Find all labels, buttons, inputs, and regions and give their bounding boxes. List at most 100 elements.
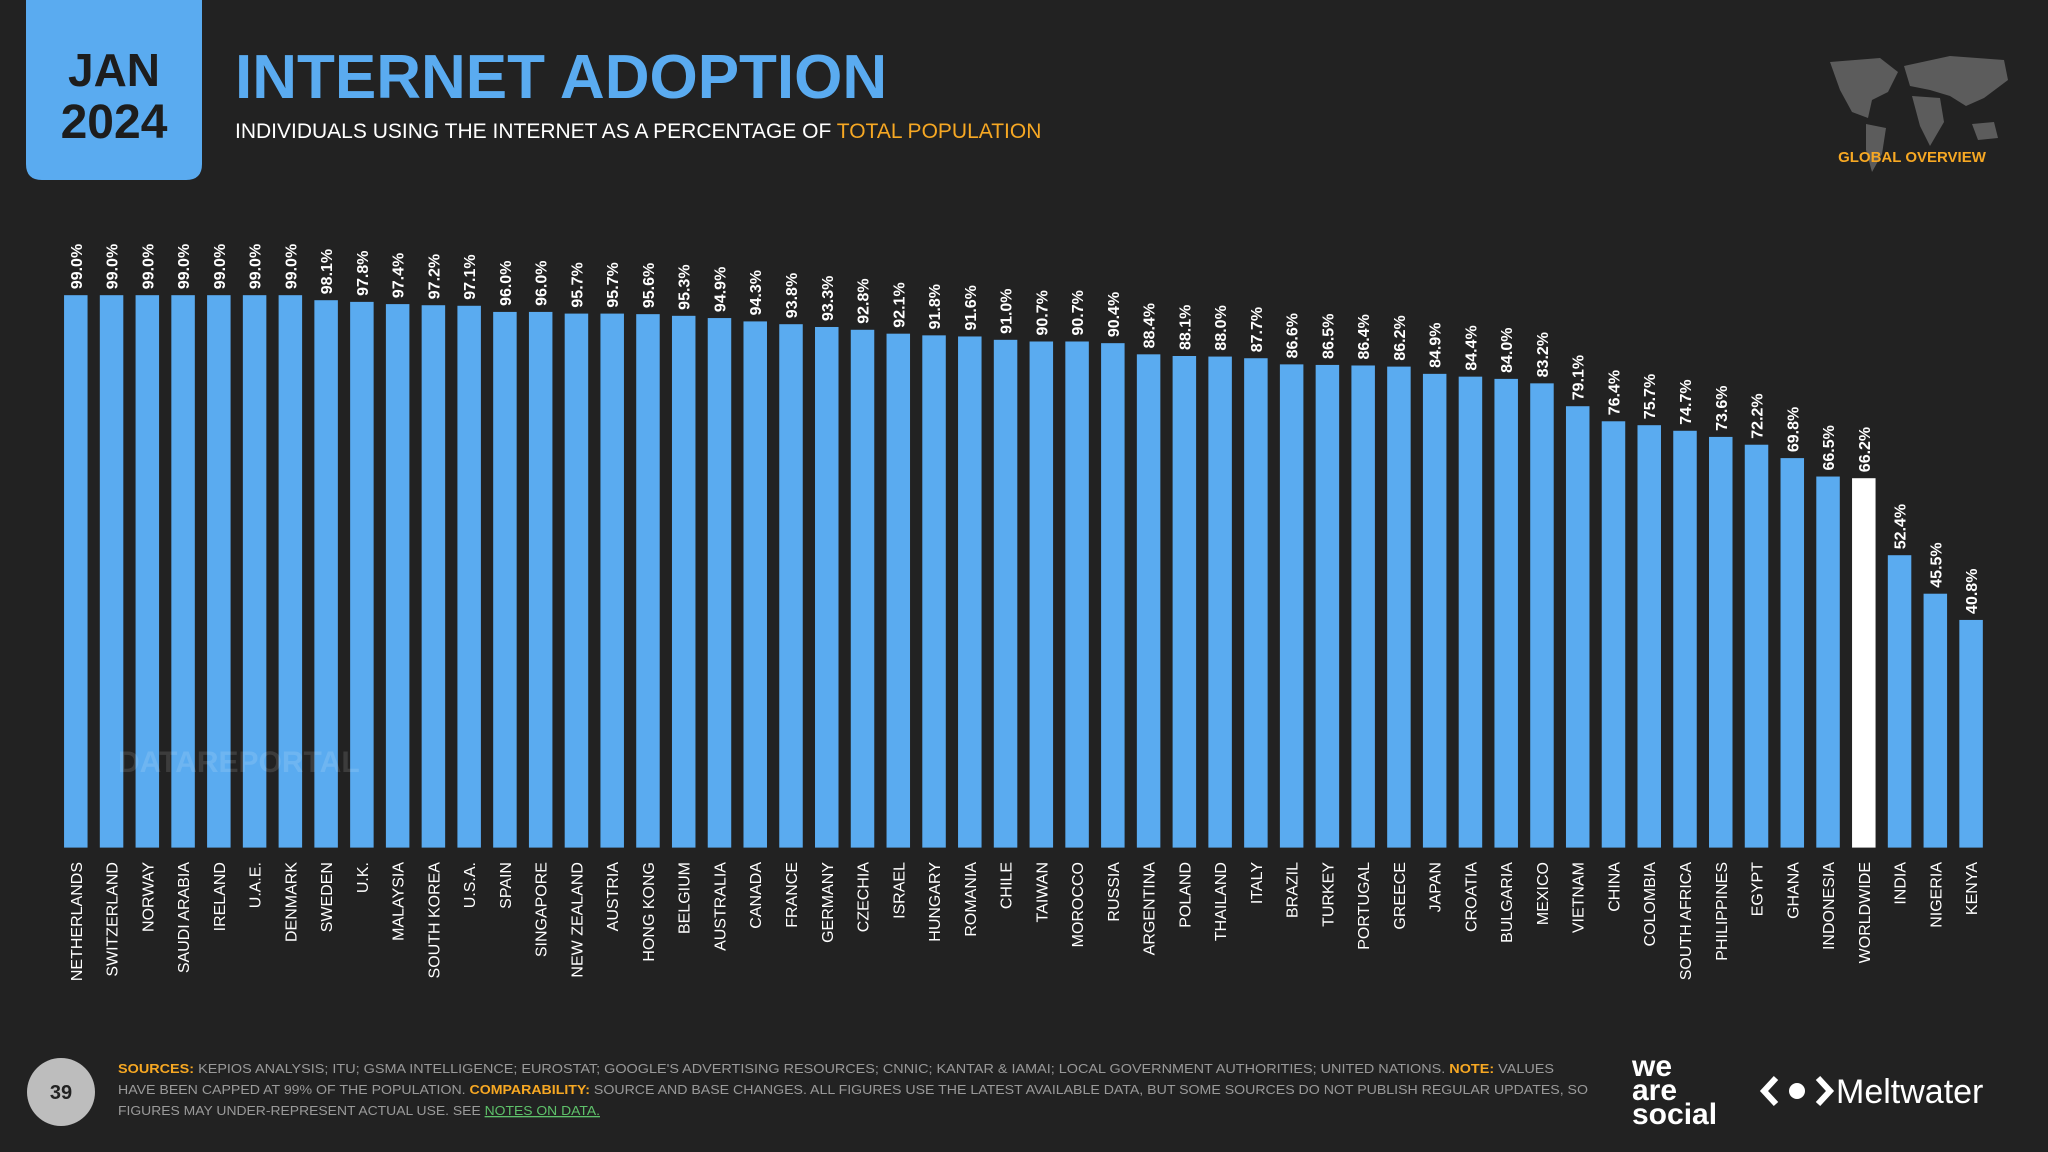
value-label: 84.0%	[1499, 328, 1516, 373]
category-label: EGYPT	[1750, 862, 1767, 916]
category-label: NETHERLANDS	[69, 862, 86, 981]
bar	[1673, 430, 1697, 848]
footnote-text: SOURCE AND BASE CHANGES. ALL FIGURES USE…	[594, 1082, 1588, 1097]
value-label: 97.8%	[355, 251, 372, 296]
bar	[1530, 383, 1554, 848]
value-label: 99.0%	[69, 244, 86, 289]
category-label: ISRAEL	[891, 862, 908, 919]
footnote-text: FIGURES MAY UNDER-REPRESENT ACTUAL USE. …	[118, 1103, 481, 1118]
bar	[1279, 364, 1304, 848]
bar	[1744, 444, 1769, 848]
value-label: 86.6%	[1285, 313, 1302, 358]
value-label: 69.8%	[1785, 407, 1802, 452]
footnote-line: SOURCES: KEPIOS ANALYSIS; ITU; GSMA INTE…	[118, 1061, 1554, 1076]
category-label: INDONESIA	[1821, 862, 1838, 950]
bar	[1887, 555, 1912, 848]
bar	[1458, 376, 1483, 848]
value-label: 95.6%	[641, 263, 658, 308]
bar	[64, 295, 88, 848]
value-label: 94.3%	[748, 270, 765, 315]
category-label: FRANCE	[784, 862, 801, 928]
value-label: 92.8%	[856, 278, 873, 323]
value-label: 93.8%	[784, 273, 801, 318]
category-label: VIETNAM	[1571, 862, 1588, 933]
subtitle-highlight: TOTAL POPULATION	[837, 120, 1042, 143]
value-label: 96.0%	[498, 261, 515, 306]
value-label: 99.0%	[212, 244, 229, 289]
value-label: 99.0%	[105, 244, 122, 289]
value-label: 93.3%	[820, 276, 837, 321]
value-label: 66.5%	[1821, 425, 1838, 470]
value-label: 98.1%	[319, 249, 336, 294]
category-label: GERMANY	[820, 862, 837, 943]
bar	[1494, 378, 1518, 848]
footnote-text: HAVE BEEN CAPPED AT 99% OF THE POPULATIO…	[118, 1082, 466, 1097]
value-label: 97.2%	[426, 254, 443, 299]
bar	[1923, 593, 1948, 848]
bar	[242, 295, 267, 848]
date-month: JAN	[68, 44, 160, 96]
category-label: MEXICO	[1535, 862, 1552, 925]
category-label: SWEDEN	[319, 862, 336, 932]
bar	[1601, 421, 1626, 848]
bar	[1172, 356, 1197, 848]
value-label: 91.6%	[963, 285, 980, 330]
value-label: 97.4%	[391, 253, 408, 298]
value-label: 88.4%	[1142, 303, 1159, 348]
bar-chart: 99.0% NETHERLANDS 99.0% SWITZERLAND 99.0% NOR…	[64, 244, 1983, 981]
footnote-label: SOURCES:	[118, 1061, 194, 1076]
value-label: 99.0%	[176, 244, 193, 289]
value-label: 40.8%	[1964, 569, 1981, 614]
category-label: PORTUGAL	[1356, 862, 1373, 950]
category-label: AUSTRIA	[605, 862, 622, 932]
bar	[1780, 458, 1805, 848]
category-label: JAPAN	[1428, 862, 1445, 912]
category-label: SOUTH KOREA	[426, 862, 443, 979]
partner-logo-line: we	[1631, 1050, 1672, 1083]
category-label: SPAIN	[498, 862, 515, 909]
footnote-label: NOTE:	[1449, 1061, 1494, 1076]
date-badge	[26, 0, 202, 180]
watermark: DATAREPORTAL	[118, 746, 360, 779]
value-label: 52.4%	[1893, 504, 1910, 549]
category-label: SOUTH AFRICA	[1678, 862, 1695, 981]
bar	[886, 333, 911, 848]
category-label: MALAYSIA	[391, 862, 408, 941]
category-label: U.A.E.	[248, 862, 265, 908]
category-label: IRELAND	[212, 862, 229, 931]
value-label: 94.9%	[712, 267, 729, 312]
category-label: BELGIUM	[677, 862, 694, 934]
category-label: TURKEY	[1320, 862, 1337, 927]
bar	[528, 311, 553, 848]
notes-link[interactable]: NOTES ON DATA.	[485, 1103, 600, 1118]
bar	[421, 305, 446, 848]
bar	[1244, 358, 1268, 848]
bar	[850, 329, 875, 848]
world-map-icon	[1830, 56, 2008, 172]
bar	[922, 335, 946, 848]
value-label: 74.7%	[1678, 379, 1695, 424]
category-label: SWITZERLAND	[105, 862, 122, 977]
value-label: 86.5%	[1320, 314, 1337, 359]
bar	[350, 301, 374, 848]
value-label: 75.7%	[1642, 374, 1659, 419]
category-label: TAIWAN	[1034, 862, 1051, 922]
category-label: NEW ZEALAND	[569, 862, 586, 978]
category-label: THAILAND	[1213, 862, 1230, 941]
bar	[743, 321, 767, 848]
value-label: 83.2%	[1535, 332, 1552, 377]
section-label: GLOBAL OVERVIEW	[1838, 149, 1987, 166]
value-label: 90.4%	[1106, 292, 1123, 337]
footnote-text: VALUES	[1498, 1061, 1554, 1076]
value-label: 87.7%	[1249, 307, 1266, 352]
category-label: CROATIA	[1463, 862, 1480, 932]
bar	[1029, 341, 1054, 848]
value-label: 92.1%	[891, 282, 908, 327]
bar	[493, 311, 517, 848]
subtitle-text: INDIVIDUALS USING THE INTERNET AS A PERC…	[235, 120, 831, 143]
value-label: 79.1%	[1571, 355, 1588, 400]
chart-subtitle: INDIVIDUALS USING THE INTERNET AS A PERC…	[235, 120, 1041, 143]
value-label: 73.6%	[1714, 386, 1731, 431]
